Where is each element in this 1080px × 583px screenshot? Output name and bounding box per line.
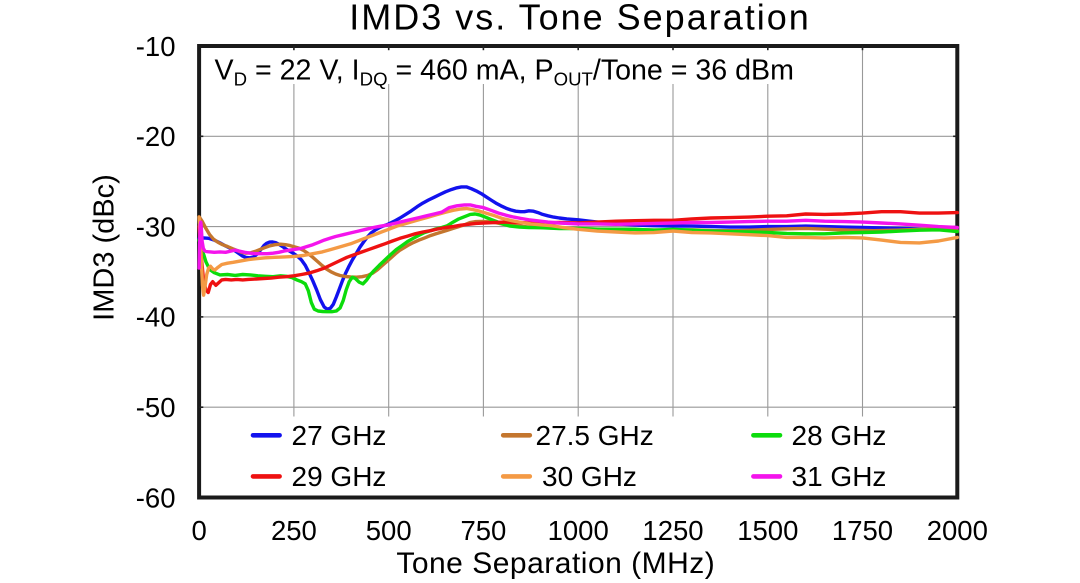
svg-text:0: 0 (191, 515, 206, 546)
svg-text:-20: -20 (136, 121, 176, 152)
svg-text:IMD3 (dBc): IMD3 (dBc) (89, 174, 121, 321)
svg-text:IMD3 vs. Tone Separation: IMD3 vs. Tone Separation (349, 0, 811, 38)
svg-text:-60: -60 (136, 482, 176, 513)
svg-text:-30: -30 (136, 211, 176, 242)
svg-text:-40: -40 (136, 302, 176, 333)
svg-text:31 GHz: 31 GHz (792, 461, 887, 492)
svg-text:500: 500 (366, 515, 412, 546)
svg-text:27.5 GHz: 27.5 GHz (536, 420, 654, 451)
svg-text:250: 250 (271, 515, 317, 546)
svg-text:1750: 1750 (832, 515, 893, 546)
svg-text:Tone Separation (MHz): Tone Separation (MHz) (396, 547, 715, 580)
svg-text:1500: 1500 (737, 515, 798, 546)
svg-text:27 GHz: 27 GHz (292, 420, 387, 451)
svg-text:30 GHz: 30 GHz (542, 461, 637, 492)
svg-text:-10: -10 (136, 31, 176, 62)
svg-text:29 GHz: 29 GHz (292, 461, 387, 492)
svg-text:1000: 1000 (548, 515, 609, 546)
svg-text:750: 750 (460, 515, 506, 546)
svg-text:28 GHz: 28 GHz (792, 420, 887, 451)
svg-text:1250: 1250 (642, 515, 703, 546)
svg-text:-50: -50 (136, 392, 176, 423)
svg-text:2000: 2000 (927, 515, 988, 546)
svg-text:VD = 22 V, IDQ = 460 mA, POUT/: VD = 22 V, IDQ = 460 mA, POUT/Tone = 36 … (215, 55, 794, 90)
